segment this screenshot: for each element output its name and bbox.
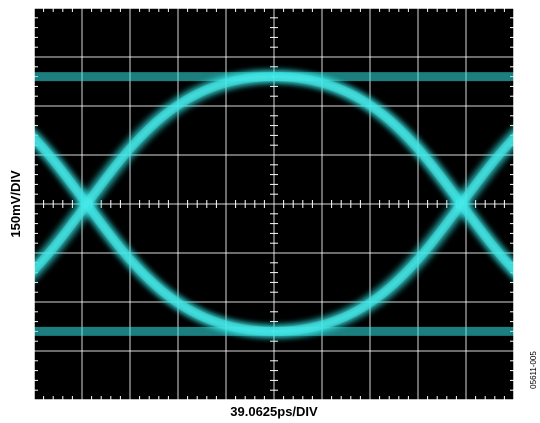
eye-traces (34, 68, 514, 340)
x-axis-label: 39.0625ps/DIV (230, 404, 318, 419)
figure-id-label: 05611-005 (529, 351, 538, 389)
eye-trace (273, 131, 514, 336)
y-axis-label: 150mV/DIV (8, 170, 23, 238)
plot-frame (33, 7, 515, 401)
eye-trace (34, 72, 275, 277)
